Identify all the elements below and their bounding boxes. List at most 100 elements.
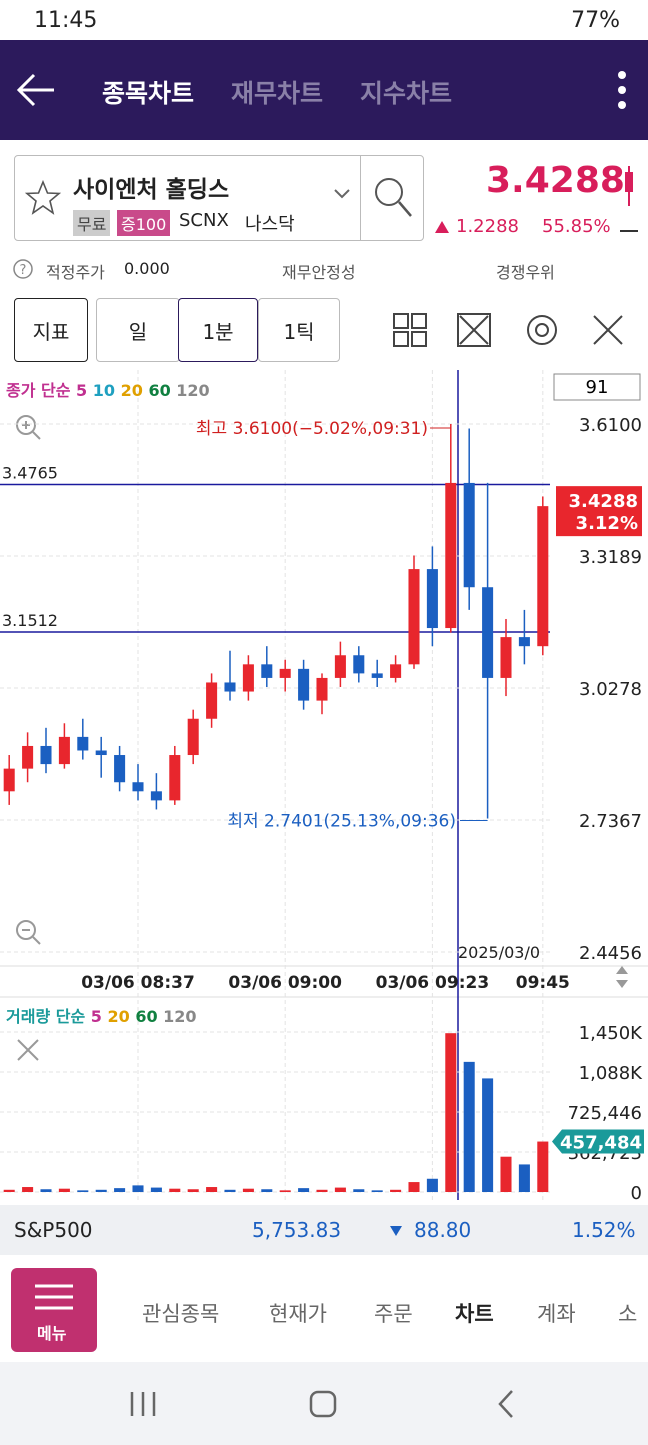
tab[interactable]: 종목차트	[102, 79, 195, 108]
candle-body	[206, 682, 218, 719]
down-arrow	[390, 1226, 402, 1236]
menu-item[interactable]: 소	[618, 1302, 638, 1326]
volume-bar	[353, 1189, 365, 1192]
volume-bar	[261, 1189, 273, 1192]
candle-body	[279, 668, 291, 678]
legend-item: 거래량 단순	[6, 1007, 85, 1026]
volume-bar	[298, 1188, 310, 1192]
y-tick-label: 0	[631, 1183, 642, 1204]
divider	[360, 156, 361, 240]
menu-item[interactable]: 관심종목	[142, 1302, 220, 1326]
favorite-star[interactable]	[25, 180, 61, 216]
candle-body	[518, 637, 530, 647]
indicator-button[interactable]: 지표	[14, 298, 88, 362]
bottom-menu: 메뉴 관심종목 현재가 주문 차트 계좌 소	[0, 1260, 648, 1360]
stock-box[interactable]: 사이엔처 홀딩스 무료 증100 SCNX 나스닥	[14, 155, 424, 241]
candle-body	[482, 587, 494, 678]
candle-body	[169, 755, 181, 801]
info-link[interactable]: 재무안정성	[282, 263, 356, 282]
candle-body	[95, 750, 107, 756]
x-tick-label: 03/06 09:23	[376, 973, 490, 993]
current-volume: 457,484	[560, 1133, 642, 1154]
candle-body	[408, 569, 420, 665]
info-label: 적정주가	[46, 263, 105, 282]
legend-item: 5	[91, 1007, 102, 1026]
volume-bar	[408, 1182, 420, 1192]
reference-label: 3.4765	[2, 464, 58, 483]
volume-bar	[224, 1189, 236, 1192]
help-icon[interactable]: ?	[12, 258, 34, 280]
badge: 증100	[117, 210, 171, 236]
current-price: 3.4288	[569, 491, 638, 512]
y-tick-label: 2.4456	[579, 943, 642, 964]
count-label: 91	[586, 377, 609, 398]
legend-item: 60	[135, 1007, 157, 1026]
y-tick-label: 3.3189	[579, 547, 642, 568]
x-tick-label: 03/06 09:00	[228, 973, 342, 993]
header: 종목차트 재무차트 지수차트	[0, 40, 648, 140]
tab[interactable]: 재무차트	[231, 79, 324, 108]
volume-bar	[316, 1189, 328, 1192]
legend-item: 120	[176, 381, 209, 400]
scroll-icon[interactable]	[616, 966, 628, 988]
back-button[interactable]	[16, 72, 56, 108]
period-button[interactable]: 1분	[178, 298, 258, 362]
reference-label: 3.1512	[2, 611, 58, 630]
volume-bar	[242, 1188, 254, 1192]
volume-bar	[40, 1189, 52, 1192]
x-tick-label: 09:45	[516, 973, 570, 993]
candle-body	[242, 664, 254, 692]
candle-body	[224, 682, 236, 692]
time-axis	[0, 966, 648, 996]
dash	[620, 230, 638, 232]
tool-icons[interactable]	[390, 310, 640, 350]
info-link[interactable]: 경쟁우위	[496, 263, 555, 282]
search-button[interactable]	[373, 176, 413, 220]
volume-bar	[390, 1189, 402, 1192]
legend: 종가 단순 5 10 20 60 120	[6, 381, 210, 400]
candle-body	[500, 637, 512, 678]
candle-body	[353, 655, 365, 674]
legend-item: 120	[163, 1007, 196, 1026]
volume-bar	[150, 1187, 162, 1192]
more-menu[interactable]	[612, 70, 632, 112]
menu-item[interactable]: 현재가	[269, 1302, 327, 1326]
candle-body	[371, 673, 383, 678]
volume-bar	[169, 1188, 181, 1192]
annotation: 최고 3.6100(−5.02%,09:31)	[196, 419, 428, 439]
candle-body	[463, 482, 475, 588]
volume-bar	[518, 1164, 530, 1192]
dropdown[interactable]	[333, 188, 351, 200]
system-nav	[0, 1362, 648, 1445]
index-bar[interactable]: S&P500 5,753.83 88.80 1.52%	[0, 1205, 648, 1255]
price-tick-icon	[625, 166, 633, 206]
volume-bar	[3, 1189, 15, 1192]
volume-bar	[500, 1156, 512, 1192]
menu-button[interactable]: 메뉴	[11, 1268, 97, 1352]
tab[interactable]: 지수차트	[360, 79, 453, 108]
volume-bar	[132, 1185, 144, 1192]
volume-bar	[537, 1141, 549, 1192]
ticker: SCNX	[179, 210, 229, 231]
period-button[interactable]: 일	[96, 298, 180, 362]
menu-item[interactable]: 주문	[374, 1302, 413, 1326]
index-rate: 1.52%	[572, 1218, 636, 1242]
nav-buttons[interactable]	[120, 1388, 530, 1420]
period-button[interactable]: 1틱	[258, 298, 340, 362]
y-tick-label: 1,088K	[579, 1063, 644, 1084]
change-rate: 55.85%	[542, 216, 611, 237]
volume-bar	[77, 1190, 89, 1192]
current-tag	[556, 486, 642, 537]
annotation: 최저 2.7401(25.13%,09:36)	[227, 812, 456, 832]
menu-item[interactable]: 계좌	[537, 1302, 576, 1326]
zoom-icons[interactable]	[16, 415, 41, 1061]
volume-bar	[445, 1033, 457, 1192]
volume-bar	[426, 1178, 438, 1192]
count-box	[553, 373, 641, 401]
legend-item: 20	[107, 1007, 129, 1026]
legend: 거래량 단순 5 20 60 120	[6, 1007, 197, 1026]
menu-item[interactable]: 차트	[455, 1302, 494, 1326]
x-tick-label: 03/06 08:37	[81, 973, 195, 993]
candle-body	[22, 745, 34, 769]
